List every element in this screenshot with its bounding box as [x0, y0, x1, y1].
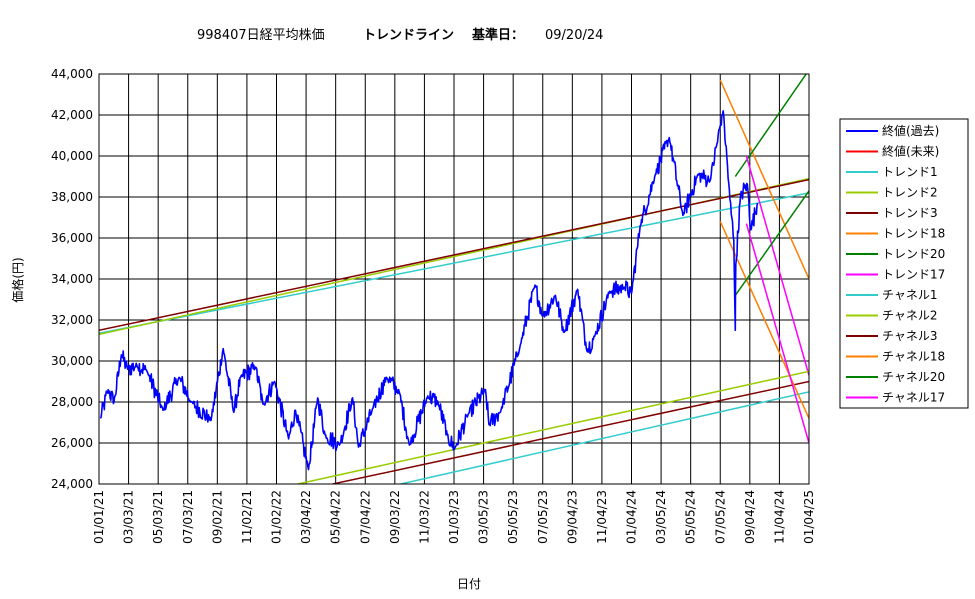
x-tick-label: 11/03/22: [417, 490, 431, 544]
y-tick-label: 38,000: [51, 190, 93, 204]
y-axis-label: 価格(円): [10, 257, 25, 302]
x-tick-label: 01/04/25: [802, 490, 816, 544]
series-line: [297, 370, 809, 484]
legend-entry: 終値(過去): [882, 123, 939, 138]
legend-entry: チャネル17: [882, 391, 945, 405]
title-base-label: 基準日：: [471, 27, 524, 43]
series-line: [745, 155, 809, 376]
legend-entry: トレンド18: [882, 227, 945, 241]
y-tick-label: 34,000: [51, 272, 93, 286]
x-tick-label: 01/04/24: [625, 490, 639, 544]
x-tick-label: 11/02/21: [240, 490, 254, 544]
series-line: [99, 192, 809, 335]
legend-entry: 終値(未来): [882, 144, 939, 159]
x-tick-label: 01/01/21: [92, 490, 106, 544]
x-tick-label: 03/04/22: [299, 490, 313, 544]
x-tick-label: 03/03/21: [122, 490, 136, 544]
x-tick-label: 03/05/24: [654, 490, 668, 544]
grid: [98, 73, 810, 485]
x-tick-label: 01/03/23: [447, 490, 461, 544]
plot-frame: [98, 73, 810, 485]
series-line: [332, 380, 809, 484]
title-base-date: 09/20/24: [545, 28, 603, 43]
x-axis-label: 日付: [457, 577, 481, 591]
x-axis-ticks: 01/01/21 03/03/21 05/03/21 07/03/21 09/02/21…: [92, 490, 816, 544]
title-code: 998407日経平均株価: [197, 28, 325, 43]
legend-entry: チャネル2: [882, 309, 938, 323]
y-tick-label: 40,000: [51, 149, 93, 163]
x-tick-label: 07/03/21: [181, 490, 195, 544]
y-axis-ticks: 24,000 26,000 28,000 30,000 32,000 34,000 36,0…: [51, 67, 93, 491]
series-lines: [99, 74, 809, 484]
series-line: [745, 223, 809, 444]
x-tick-label: 05/04/22: [329, 490, 343, 544]
legend-entry: チャネル3: [882, 329, 938, 343]
x-tick-label: 03/05/23: [477, 490, 491, 544]
series-line: [400, 391, 809, 484]
price-line: [99, 110, 759, 471]
series-line: [99, 178, 809, 332]
y-tick-label: 26,000: [51, 436, 93, 450]
legend-entry: トレンド3: [882, 206, 938, 220]
title-label: トレンドライン: [363, 28, 454, 43]
x-tick-label: 11/04/23: [595, 490, 609, 544]
legend-entry: チャネル1: [882, 288, 938, 302]
x-tick-label: 05/03/21: [151, 490, 165, 544]
x-tick-label: 09/02/21: [210, 490, 224, 544]
series-line: [734, 190, 809, 296]
y-tick-label: 44,000: [51, 67, 93, 81]
x-tick-label: 09/03/22: [388, 490, 402, 544]
x-tick-label: 09/04/23: [565, 490, 579, 544]
x-tick-label: 09/04/24: [743, 490, 757, 544]
legend-entry: チャネル18: [882, 350, 945, 364]
series-line: [719, 79, 809, 280]
x-tick-label: 11/04/24: [772, 490, 786, 544]
x-tick-label: 05/05/23: [506, 490, 520, 544]
legend-entry: トレンド20: [882, 247, 945, 261]
y-tick-label: 36,000: [51, 231, 93, 245]
y-tick-label: 28,000: [51, 395, 93, 409]
y-tick-label: 30,000: [51, 354, 93, 368]
y-tick-label: 42,000: [51, 108, 93, 122]
y-tick-label: 32,000: [51, 313, 93, 327]
series-line: [719, 221, 809, 419]
series-line: [734, 74, 808, 177]
legend-entry: チャネル20: [882, 370, 945, 384]
legend-entry: トレンド1: [882, 165, 938, 179]
legend-entry: トレンド17: [882, 268, 945, 282]
legend-entry: トレンド2: [882, 186, 938, 200]
x-tick-label: 07/05/24: [713, 490, 727, 544]
x-tick-label: 01/02/22: [270, 490, 284, 544]
legend-box: [839, 118, 969, 409]
x-tick-label: 07/05/23: [536, 490, 550, 544]
y-tick-label: 24,000: [51, 477, 93, 491]
chart-title: 998407日経平均株価 トレンドライン 基準日： 09/20/24: [197, 27, 603, 43]
legend: 終値(過去) 終値(未来) トレンド1 トレンド2 トレンド3 トレンド18 トレンド20 ト…: [839, 118, 969, 409]
x-tick-label: 05/05/24: [684, 490, 698, 544]
x-tick-label: 07/04/22: [358, 490, 372, 544]
